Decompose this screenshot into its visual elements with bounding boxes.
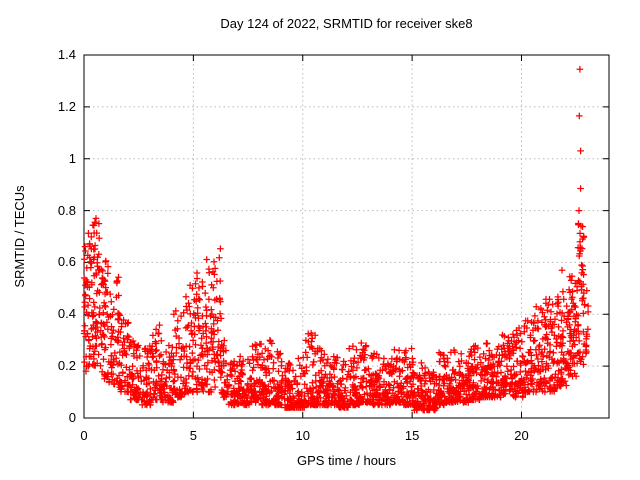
y-tick-label: 1 [68, 150, 76, 166]
chart-title: Day 124 of 2022, SRMTID for receiver ske… [220, 16, 473, 31]
x-axis-label: GPS time / hours [297, 453, 396, 468]
x-tick-label: 5 [189, 428, 197, 443]
scatter-points [80, 66, 592, 414]
y-tick-label: 0.4 [57, 306, 76, 322]
x-tick-label: 20 [514, 428, 529, 443]
plot-border [83, 54, 610, 419]
y-tick-label: 1.2 [57, 98, 76, 114]
y-tick-label: 1.4 [57, 47, 76, 62]
x-tick-label: 10 [295, 428, 310, 443]
y-tick-label: 0 [68, 410, 76, 425]
x-tick-label: 15 [404, 428, 420, 443]
x-tick-label: 0 [80, 428, 88, 443]
y-axis-label: SRMTID / TECUs [12, 185, 27, 288]
y-tick-label: 0.2 [57, 358, 76, 374]
y-tick-label: 0.6 [57, 254, 76, 270]
grid-lines [84, 55, 609, 418]
y-tick-label: 0.8 [57, 202, 76, 218]
